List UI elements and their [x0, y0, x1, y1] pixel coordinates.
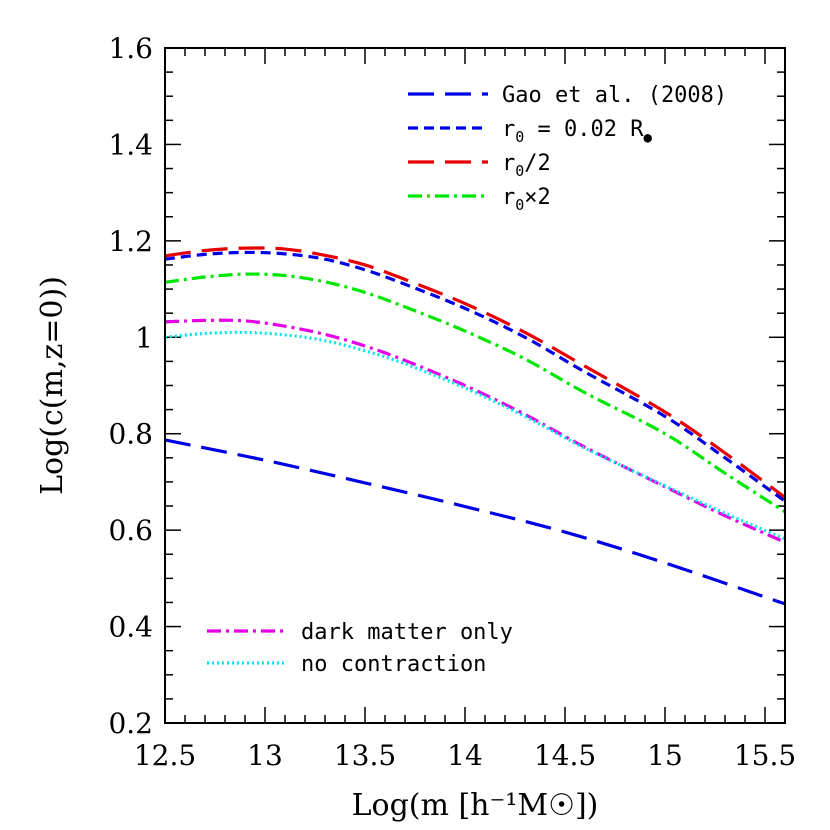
legend-entry-r0x2: r0×2	[408, 185, 551, 214]
legend-entry-gao2008: Gao et al. (2008)	[408, 83, 727, 108]
y-tick-label: 1.6	[108, 32, 153, 65]
plot-frame	[164, 47, 786, 724]
y-tick-label: 0.4	[108, 611, 153, 644]
legend-label-sub: 0	[515, 128, 524, 146]
legend-label-nocontr: no contraction	[301, 652, 486, 677]
series-line-r0half	[164, 246, 786, 499]
series-layer	[164, 246, 786, 606]
x-tick-label: 12.5	[134, 739, 196, 772]
legend-entry-r0half: r0/2	[408, 151, 551, 180]
x-tick-label: 13	[247, 739, 283, 772]
series-line-nocontr	[164, 330, 786, 541]
legend-layer: Gao et al. (2008)r0 = 0.02 R●r0/2r0×2dar…	[207, 83, 727, 677]
y-tick-label: 0.2	[108, 707, 153, 740]
y-tick-label: 1	[135, 321, 153, 354]
series-line-r0	[164, 250, 786, 503]
legend-label-sub: 0	[515, 162, 524, 180]
legend-entry-dmonly: dark matter only	[207, 620, 513, 645]
legend-entry-nocontr: no contraction	[207, 652, 486, 677]
legend-label-main: r	[502, 117, 515, 142]
legend-label-rest: ×2	[524, 185, 551, 210]
y-tick-label: 0.6	[108, 514, 153, 547]
y-tick-label: 1.4	[108, 128, 153, 161]
legend-label-r0: r0 = 0.02 R●	[502, 117, 653, 146]
x-tick-label: 15.5	[734, 739, 796, 772]
legend-label-marker: ●	[644, 130, 653, 146]
legend-label-gao2008: Gao et al. (2008)	[502, 83, 727, 108]
x-tick-label: 14.5	[534, 739, 596, 772]
y-axis-label: Log(c(m,z=0))	[35, 276, 70, 495]
legend-label-rest: = 0.02 R	[524, 117, 644, 142]
y-tick-label: 0.8	[108, 418, 153, 451]
series-line-gao2008	[164, 438, 786, 606]
legend-label-main: r	[502, 185, 515, 210]
x-tick-label: 13.5	[334, 739, 396, 772]
legend-label-sub: 0	[515, 196, 524, 214]
x-tick-label: 14	[447, 739, 483, 772]
ticks-layer: 12.5 13 13.5 14 14.5 15 15.5 0.2 0.4 0.6 0.8 1 1.2 1.…	[108, 32, 796, 772]
legend-entry-r0: r0 = 0.02 R●	[408, 117, 653, 146]
legend-label-r0x2: r0×2	[502, 185, 551, 214]
legend-label-r0half: r0/2	[502, 151, 551, 180]
x-axis-label: Log(m [h⁻¹M☉])	[352, 788, 599, 823]
y-tick-label: 1.2	[108, 225, 153, 258]
legend-label-dmonly: dark matter only	[301, 620, 513, 645]
x-tick-label: 15	[647, 739, 683, 772]
legend-label-rest: /2	[524, 151, 551, 176]
legend-label-main: r	[502, 151, 515, 176]
series-line-r0x2	[164, 272, 786, 514]
